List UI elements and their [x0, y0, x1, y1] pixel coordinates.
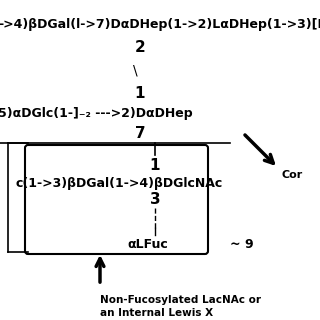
- Text: 5)αDGlc(1-]₋₂ --->2)DαDHep: 5)αDGlc(1-]₋₂ --->2)DαDHep: [0, 107, 193, 119]
- Text: c(1->3)βDGal(1->4)βDGlcNAc: c(1->3)βDGal(1->4)βDGlcNAc: [15, 177, 222, 189]
- Text: Cor: Cor: [282, 170, 303, 180]
- Text: αLFuc: αLFuc: [128, 238, 168, 252]
- Text: 1: 1: [150, 157, 160, 172]
- Text: 3: 3: [150, 193, 160, 207]
- Text: ->4)βDGal(l->7)DαDHep(1->2)LαDHep(1->3)[P->7]l: ->4)βDGal(l->7)DαDHep(1->2)LαDHep(1->3)[…: [0, 18, 320, 31]
- Text: 7: 7: [135, 125, 145, 140]
- Text: 2: 2: [135, 39, 145, 54]
- Text: Non-Fucosylated LacNAc or: Non-Fucosylated LacNAc or: [100, 295, 261, 305]
- Text: \: \: [133, 63, 137, 77]
- Text: 1: 1: [135, 85, 145, 100]
- Text: an Internal Lewis X: an Internal Lewis X: [100, 308, 213, 318]
- Text: ~ 9: ~ 9: [230, 238, 254, 252]
